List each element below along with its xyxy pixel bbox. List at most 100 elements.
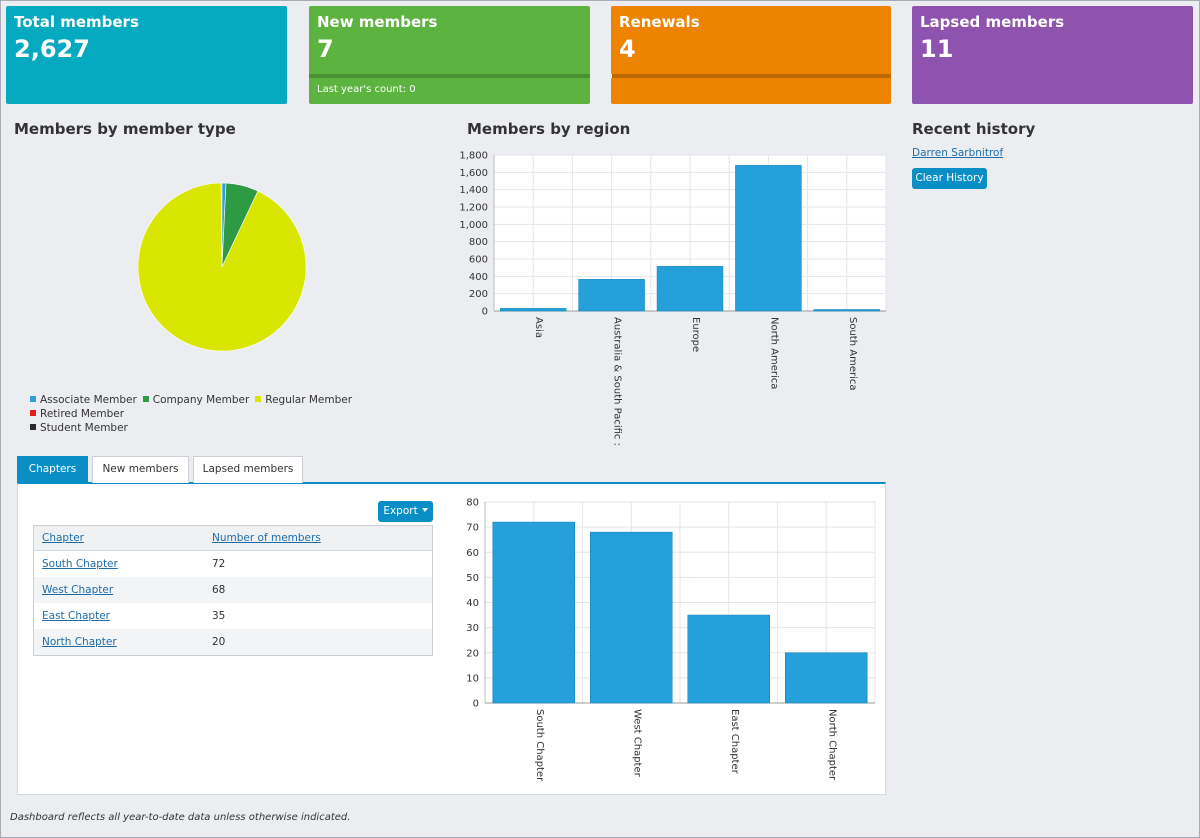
x-tick-label: North America (768, 317, 779, 389)
clear-history-button[interactable]: Clear History (912, 168, 987, 189)
bar-south-chapter[interactable] (492, 521, 576, 704)
bar-asia[interactable] (499, 308, 567, 312)
table-row: South Chapter 72 (34, 551, 432, 577)
y-tick-label: 200 (469, 289, 488, 300)
tile-progress-bar (309, 74, 590, 78)
tile-value: 7 (317, 35, 334, 63)
footer-note: Dashboard reflects all year-to-date data… (10, 812, 351, 823)
legend-swatch (30, 396, 36, 402)
bar-east-chapter[interactable] (687, 614, 771, 704)
chapter-bar-chart: 0 10 20 30 40 50 60 70 80 South Chapter West Chapt… (466, 498, 876, 782)
y-tick-label: 30 (466, 623, 479, 634)
tile-title: Lapsed members (920, 13, 1065, 31)
last-year-count: Last year's count: 0 (317, 84, 416, 95)
chapter-link[interactable]: East Chapter (42, 610, 110, 622)
tile-value: 4 (619, 35, 636, 63)
bar-north-chapter[interactable] (784, 652, 868, 704)
table-row: East Chapter 35 (34, 603, 432, 629)
lapsed-members-tile[interactable]: Lapsed members 11 (912, 6, 1193, 104)
y-tick-label: 1,400 (459, 185, 488, 196)
legend-item[interactable]: Company Member (142, 393, 250, 407)
x-tick-label: Asia (533, 317, 544, 338)
region-bar-chart: 0 200 400 600 800 1,000 1,200 1,400 1,600 1,800 As… (459, 151, 887, 445)
legend-label: Student Member (40, 422, 128, 434)
chapter-link[interactable]: South Chapter (42, 558, 118, 570)
y-tick-label: 1,800 (459, 151, 488, 162)
y-tick-label: 20 (466, 648, 479, 659)
legend-item[interactable]: Retired Member (30, 407, 124, 421)
x-tick-label: North Chapter (826, 709, 837, 781)
tile-value: 2,627 (14, 35, 90, 63)
y-tick-label: 80 (466, 498, 479, 509)
recent-history-title: Recent history (912, 120, 1036, 138)
y-tick-label: 40 (466, 598, 479, 609)
x-tick-label: Europe (690, 317, 701, 352)
tab-new-members[interactable]: New members (92, 456, 189, 483)
legend-label: Company Member (152, 394, 250, 406)
y-tick-label: 800 (469, 237, 488, 248)
tile-progress-bar (611, 74, 891, 78)
caret-down-icon (421, 508, 428, 512)
y-tick-label: 1,600 (459, 168, 488, 179)
x-tick-label: South Chapter (534, 709, 545, 782)
region-title: Members by region (467, 120, 631, 138)
y-tick-label: 60 (466, 548, 479, 559)
y-tick-label: 50 (466, 573, 479, 584)
member-type-pie-chart (137, 182, 307, 352)
x-tick-label: Australia & South Pacific : (612, 317, 623, 445)
x-tick-label: South America (847, 317, 858, 391)
tab-lapsed-members[interactable]: Lapsed members (193, 456, 303, 483)
tile-value: 11 (920, 35, 954, 63)
tile-title: Renewals (619, 13, 700, 31)
table-header-row: Chapter Number of members (34, 526, 432, 551)
legend-swatch (255, 396, 262, 402)
member-count: 72 (212, 558, 226, 570)
export-label: Export (383, 505, 418, 517)
table-row: North Chapter 20 (34, 629, 432, 655)
tile-title: New members (317, 13, 438, 31)
legend-label: Retired Member (40, 408, 125, 420)
chapter-link[interactable]: North Chapter (42, 636, 117, 648)
y-tick-label: 0 (473, 699, 479, 710)
chapter-link[interactable]: West Chapter (42, 584, 114, 596)
legend-label: Regular Member (265, 394, 353, 406)
pie-slice-regular-member[interactable] (137, 182, 307, 352)
legend-swatch (30, 424, 36, 430)
y-tick-label: 600 (469, 255, 488, 266)
history-item-link[interactable]: Darren Sarbnitrof (912, 147, 1004, 159)
y-tick-label: 400 (469, 272, 488, 283)
sort-chapter-link[interactable]: Chapter (42, 532, 84, 544)
member-count: 35 (212, 610, 226, 622)
legend-label: Associate Member (40, 394, 137, 406)
bar-europe[interactable] (656, 266, 724, 312)
chapters-table: Chapter Number of members South Chapter … (33, 525, 433, 656)
member-type-title: Members by member type (14, 120, 236, 138)
renewals-tile[interactable]: Renewals 4 (611, 6, 891, 104)
y-tick-label: 1,000 (459, 220, 488, 231)
legend-swatch (30, 410, 36, 416)
y-tick-label: 70 (466, 523, 479, 534)
member-count: 68 (212, 584, 226, 596)
x-tick-label: West Chapter (631, 709, 642, 778)
y-tick-label: 1,200 (459, 203, 488, 214)
y-tick-label: 0 (482, 307, 488, 318)
member-count: 20 (212, 636, 226, 648)
bar-south-america[interactable] (813, 309, 881, 312)
tab-chapters[interactable]: Chapters (17, 456, 88, 483)
bar-australia-south-pacific-[interactable] (578, 279, 645, 312)
tile-title: Total members (14, 13, 139, 31)
export-button[interactable]: Export (378, 501, 433, 522)
legend-item[interactable]: Regular Member (255, 393, 352, 407)
legend-swatch (142, 396, 149, 402)
legend-item[interactable]: Student Member (30, 421, 128, 435)
total-members-tile[interactable]: Total members 2,627 (6, 6, 287, 104)
pie-legend: Associate Member Company Member Regular Me… (30, 393, 450, 435)
x-tick-label: East Chapter (729, 709, 740, 775)
sort-members-link[interactable]: Number of members (212, 532, 321, 544)
table-row: West Chapter 68 (34, 577, 432, 603)
bar-west-chapter[interactable] (590, 531, 673, 704)
y-tick-label: 10 (466, 673, 479, 684)
new-members-tile[interactable]: New members 7 Last year's count: 0 (309, 6, 590, 104)
legend-item[interactable]: Associate Member (30, 393, 137, 407)
bar-north-america[interactable] (735, 165, 802, 312)
